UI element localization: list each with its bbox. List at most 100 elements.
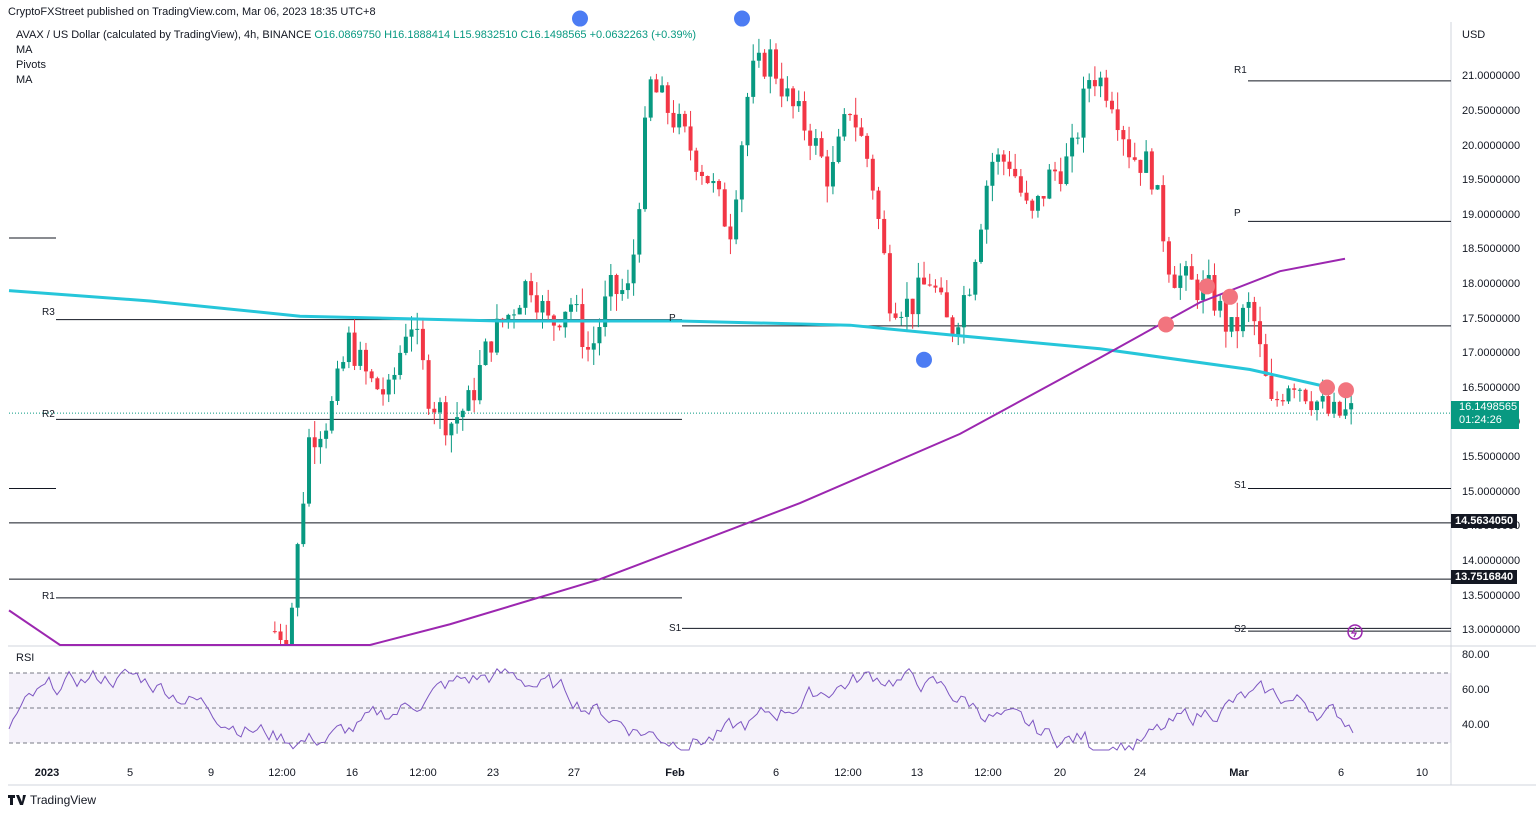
candle-body bbox=[586, 347, 591, 350]
price-tick: 19.5000000 bbox=[1462, 174, 1521, 187]
candle-body bbox=[1001, 154, 1006, 162]
candle-body bbox=[654, 79, 659, 93]
candle-body bbox=[506, 314, 511, 323]
time-tick: 2023 bbox=[34, 767, 60, 779]
candle-body bbox=[1161, 185, 1166, 242]
candle-body bbox=[494, 318, 499, 353]
marker-red bbox=[1222, 288, 1238, 305]
marker-red bbox=[1338, 382, 1354, 399]
candle-body bbox=[643, 117, 648, 210]
candle-body bbox=[950, 317, 955, 337]
published-caption: CryptoFXStreet published on TradingView.… bbox=[8, 6, 376, 18]
candle-body bbox=[1258, 321, 1263, 345]
candle-body bbox=[1252, 301, 1257, 322]
indicator-ma-1[interactable]: MA bbox=[16, 44, 33, 56]
candle-body bbox=[791, 88, 796, 107]
candle-body bbox=[1109, 100, 1114, 110]
candle-body bbox=[392, 374, 397, 380]
rsi-line bbox=[8, 667, 1354, 751]
candle-body bbox=[1138, 159, 1143, 173]
indicator-ma-2[interactable]: MA bbox=[16, 74, 33, 86]
candle-body bbox=[1144, 151, 1149, 173]
candle-body bbox=[808, 130, 813, 146]
candle-body bbox=[420, 328, 425, 361]
candle-body bbox=[489, 341, 494, 353]
candle-body bbox=[614, 275, 619, 295]
time-tick: Feb bbox=[665, 767, 685, 779]
candle-body bbox=[597, 327, 602, 344]
candle-body bbox=[853, 114, 858, 128]
rsi-tick-40: 40.00 bbox=[1462, 719, 1490, 731]
candle-body bbox=[568, 304, 573, 312]
candle-body bbox=[1013, 168, 1018, 177]
candle-body bbox=[318, 438, 323, 448]
indicator-pivots[interactable]: Pivots bbox=[16, 59, 46, 71]
candle-body bbox=[996, 154, 1001, 162]
pivot-label-p-right: P bbox=[1234, 208, 1241, 219]
candle-body bbox=[1246, 301, 1251, 308]
candle-body bbox=[1229, 317, 1234, 332]
candle-body bbox=[1041, 195, 1046, 199]
candle-body bbox=[546, 300, 551, 316]
rsi-label[interactable]: RSI bbox=[16, 652, 35, 664]
candle-body bbox=[1337, 401, 1342, 416]
candle-body bbox=[944, 292, 949, 318]
candle-body bbox=[1070, 137, 1075, 157]
pivot-label-r1-right: R1 bbox=[1234, 65, 1247, 76]
candle-body bbox=[699, 171, 704, 176]
candle-body bbox=[608, 275, 613, 297]
candle-body bbox=[341, 362, 346, 369]
candle-body bbox=[739, 145, 744, 200]
candle-body bbox=[688, 126, 693, 151]
price-tick: 15.5000000 bbox=[1462, 451, 1521, 464]
tradingview-logo[interactable]: TradingView bbox=[8, 793, 96, 807]
candle-body bbox=[1292, 388, 1297, 390]
candle-body bbox=[899, 316, 904, 318]
time-tick: 12:00 bbox=[268, 767, 296, 779]
pivot-label-s1-mid: S1 bbox=[669, 623, 682, 634]
alert-bolt-icon bbox=[1350, 626, 1358, 638]
candle-body bbox=[625, 283, 630, 291]
candle-body bbox=[278, 631, 283, 641]
candle-body bbox=[346, 332, 351, 363]
time-tick: 27 bbox=[567, 767, 581, 779]
candle-body bbox=[466, 390, 471, 411]
candle-body bbox=[1297, 389, 1302, 391]
time-tick: 23 bbox=[486, 767, 500, 779]
ma-purple-line bbox=[8, 257, 1346, 646]
time-tick: 16 bbox=[345, 767, 359, 779]
candle-body bbox=[973, 261, 978, 295]
candle-body bbox=[591, 343, 596, 350]
candle-body bbox=[1166, 241, 1171, 275]
candle-body bbox=[398, 352, 403, 375]
candle-body bbox=[813, 138, 818, 146]
candle-body bbox=[1206, 275, 1211, 281]
candle-body bbox=[990, 161, 995, 186]
candle-body bbox=[460, 410, 465, 418]
candle-body bbox=[1149, 151, 1154, 190]
rsi-tick-80: 80.00 bbox=[1462, 649, 1490, 661]
candle-body bbox=[773, 49, 778, 79]
symbol-legend[interactable]: AVAX / US Dollar (calculated by TradingV… bbox=[16, 29, 696, 41]
candle-body bbox=[927, 284, 932, 286]
candle-body bbox=[1132, 157, 1137, 160]
candle-body bbox=[848, 114, 853, 116]
candle-body bbox=[1275, 398, 1280, 401]
candle-body bbox=[307, 437, 312, 504]
marker-red bbox=[1199, 278, 1215, 295]
candle-body bbox=[1155, 185, 1160, 190]
candle-body bbox=[1081, 88, 1086, 138]
candle-body bbox=[1007, 161, 1012, 169]
candle-body bbox=[443, 402, 448, 436]
candle-body bbox=[1240, 307, 1245, 332]
candle-body bbox=[1286, 388, 1291, 402]
candle-body bbox=[1075, 137, 1080, 139]
candle-body bbox=[751, 60, 756, 97]
current-price-tag: 16.1498565 01:24:26 bbox=[1451, 401, 1519, 429]
candle-body bbox=[660, 85, 665, 93]
candle-body bbox=[1035, 195, 1040, 211]
candle-body bbox=[836, 136, 841, 163]
candle-body bbox=[426, 360, 431, 409]
time-tick: 10 bbox=[1415, 767, 1429, 779]
